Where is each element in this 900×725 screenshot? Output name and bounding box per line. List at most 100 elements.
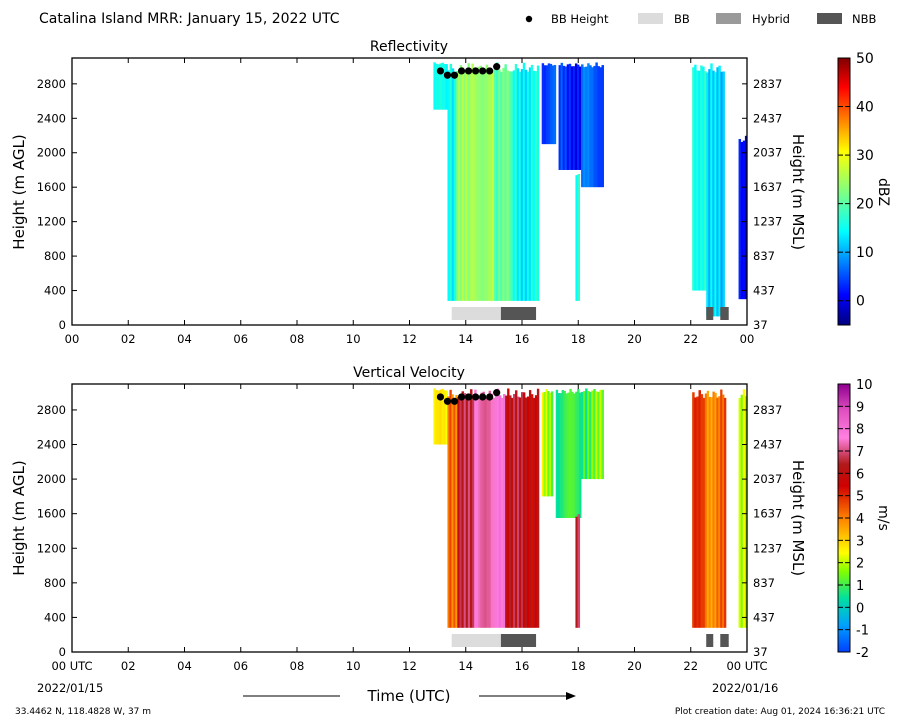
heatmap-cell	[738, 389, 748, 628]
y-tick-label-right: 837	[753, 249, 775, 263]
bb-type-bar-bb	[451, 307, 501, 320]
heatmap-cell	[510, 62, 540, 301]
bb-type-bar-nbb	[706, 307, 714, 320]
heatmap-cell	[581, 62, 604, 188]
y-tick-label-right: 1237	[753, 541, 782, 555]
velocity-y-ticks: 0 400 800 1200 1600 2000 2400 2800	[37, 403, 77, 659]
y-tick-label-right: 437	[753, 284, 775, 298]
colorbar-tick-label: 8	[856, 423, 864, 438]
bb-height-point	[443, 71, 452, 79]
legend-nbb-swatch	[817, 13, 842, 24]
y-tick-label: 800	[44, 249, 66, 263]
velocity-ylabel-right: Height (m MSL)	[789, 460, 807, 576]
y-tick-label: 2000	[37, 472, 66, 486]
figure-title: Catalina Island MRR: January 15, 2022 UT…	[39, 11, 340, 27]
heatmap-cell	[581, 388, 604, 480]
y-tick-label: 1200	[37, 541, 66, 555]
heatmap-cell	[471, 63, 495, 301]
x-tick-label: 22	[683, 332, 698, 346]
y-tick-label: 1600	[37, 180, 66, 194]
x-tick-label: 04	[177, 659, 192, 673]
bb-type-bar-nbb	[706, 634, 714, 647]
y-tick-label-right: 1637	[753, 180, 782, 194]
reflectivity-y-ticks: 0 400 800 1200 1600 2000 2400 2800	[37, 77, 77, 332]
y-tick-label-right: 1637	[753, 507, 782, 521]
x-tick-label: 00 UTC	[51, 659, 92, 673]
y-tick-label: 2000	[37, 146, 66, 160]
bb-type-bar-nbb	[500, 307, 537, 320]
legend-label-bb: BB	[674, 12, 690, 26]
bb-height-point	[486, 67, 494, 75]
velocity-axes-frame	[71, 383, 748, 653]
colorbar-tick-label: 9	[856, 400, 864, 415]
y-tick-label: 1200	[37, 215, 66, 229]
bb-type-bar-bb	[451, 634, 501, 647]
colorbar-tick-label: 30	[856, 148, 874, 164]
bb-height-point	[436, 393, 445, 401]
heatmap-cell	[704, 389, 727, 628]
velocity-y-ticks-right: 37 437 837 1237 1637 2037 2437 2837	[742, 403, 782, 659]
y-tick-label: 0	[59, 318, 66, 332]
x-tick-label: 06	[233, 332, 248, 346]
x-tick-label: 18	[571, 332, 586, 346]
x-tick-label: 12	[402, 659, 417, 673]
bb-height-point	[471, 393, 480, 401]
heatmap-cell	[558, 62, 582, 170]
colorbar-tick-label: 1	[856, 579, 864, 594]
reflectivity-title: Reflectivity	[370, 39, 448, 55]
velocity-plot-area	[433, 388, 748, 647]
x-tick-label: 02	[121, 332, 136, 346]
heatmap-cell	[575, 514, 581, 628]
bb-height-point	[443, 397, 452, 405]
reflectivity-x-ticks: 00 02 04 06 08 10 12 14 16 18 20 22 00	[65, 58, 754, 346]
heatmap-cell	[692, 390, 706, 628]
legend-bb-height-dot	[525, 15, 533, 23]
bb-height-point	[450, 397, 459, 405]
heatmap-cell	[505, 388, 540, 628]
x-tick-label: 08	[290, 332, 305, 346]
x-tick-label: 04	[177, 332, 192, 346]
x-tick-label: 20	[627, 659, 642, 673]
bb-height-point	[479, 393, 487, 401]
velocity-title: Vertical Velocity	[353, 365, 465, 381]
bb-height-point	[457, 67, 466, 75]
x-tick-label: 18	[571, 659, 586, 673]
x-tick-label: 14	[458, 659, 473, 673]
colorbar-tick-label: -1	[856, 624, 869, 639]
legend-label-nbb: NBB	[852, 12, 876, 26]
reflectivity-axes-frame	[71, 57, 748, 326]
y-tick-label: 800	[44, 576, 66, 590]
y-tick-label: 2400	[37, 438, 66, 452]
velocity-x-ticks: 00 UTC 02 04 06 08 10 12 14 16 18 20 22 00 UTC	[51, 384, 768, 673]
y-tick-label-right: 2437	[753, 438, 782, 452]
plot-creation-date: Plot creation date: Aug 01, 2024 16:36:2…	[675, 707, 885, 717]
y-tick-label-right: 2837	[753, 77, 782, 91]
velocity-panel: Vertical Velocity 00 UTC 02 04 06 08 10 12 14 16…	[10, 365, 891, 673]
y-tick-label-right: 2437	[753, 111, 782, 125]
bb-height-point	[493, 389, 501, 397]
colorbar-tick-label: 50	[856, 51, 874, 67]
x-tick-label: 10	[346, 659, 361, 673]
heatmap-cell	[541, 389, 554, 497]
heatmap-cell	[692, 64, 707, 291]
x-tick-label: 20	[627, 332, 642, 346]
x-tick-label: 16	[515, 659, 530, 673]
heatmap-cell	[474, 388, 506, 628]
colorbar-tick-label: 40	[856, 100, 874, 116]
colorbar-tick-label: -2	[856, 646, 869, 661]
colorbar-tick-label: 5	[856, 490, 864, 505]
legend-label-bb-height: BB Height	[551, 12, 609, 26]
x-tick-label: 12	[402, 332, 417, 346]
bb-type-bar-nbb	[720, 634, 729, 647]
station-coordinates: 33.4462 N, 118.4828 W, 37 m	[15, 707, 151, 717]
y-tick-label: 2400	[37, 111, 66, 125]
bb-height-point	[493, 63, 501, 71]
colorbar-tick-label: 10	[856, 378, 873, 393]
y-tick-label: 400	[44, 284, 66, 298]
x-tick-label: 14	[458, 332, 473, 346]
time-arrow-head	[566, 692, 576, 700]
time-axis-label: Time (UTC)	[367, 687, 451, 705]
heatmap-cell	[541, 63, 557, 145]
y-tick-label: 2800	[37, 77, 66, 91]
